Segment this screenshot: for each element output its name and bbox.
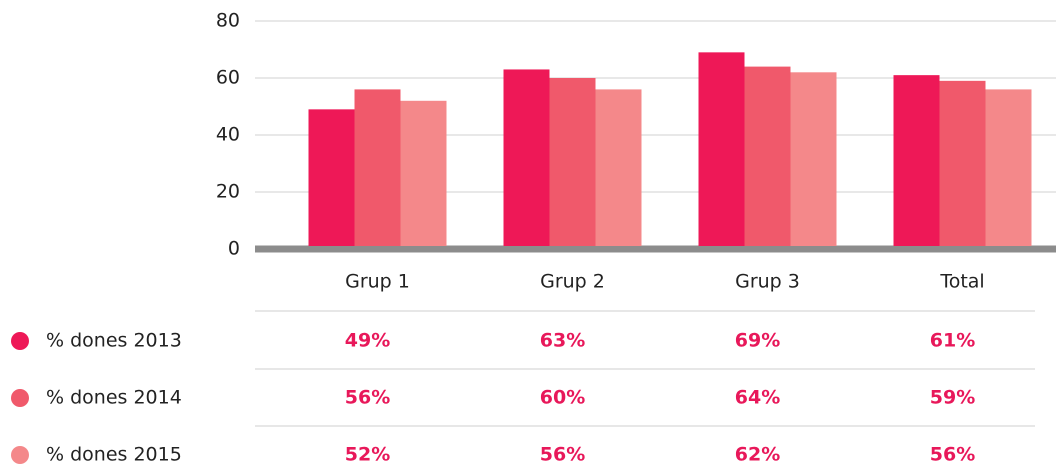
value-label: 59% [930,387,975,409]
y-tick-label: 20 [216,181,240,203]
legend-marker [11,332,29,350]
legend-marker [11,446,29,464]
bar [744,66,791,246]
value-label: 56% [345,387,390,409]
bar [308,109,355,246]
value-label: 62% [735,444,780,466]
y-tick-label: 0 [228,238,240,260]
legend-label: % dones 2014 [46,387,182,409]
value-label: 64% [735,387,780,409]
y-tick-label: 60 [216,67,240,89]
value-label: 63% [540,330,585,352]
legend-label: % dones 2013 [46,330,182,352]
bar [400,100,447,246]
bar [354,89,401,247]
x-tick-label: Grup 1 [345,271,410,293]
value-label: 49% [345,330,390,352]
value-label: 60% [540,387,585,409]
value-label: 52% [345,444,390,466]
x-tick-label: Total [939,271,984,293]
legend-marker [11,389,29,407]
x-tick-label: Grup 3 [735,271,800,293]
value-label: 61% [930,330,975,352]
value-label: 56% [540,444,585,466]
legend-label: % dones 2015 [46,444,182,466]
bar [595,89,642,247]
value-label: 69% [735,330,780,352]
bar [503,69,550,246]
y-tick-label: 40 [216,124,240,146]
bar [985,89,1032,247]
bar [549,78,596,246]
bar [939,80,986,246]
bar [893,75,940,247]
x-tick-label: Grup 2 [540,271,605,293]
bar [698,52,745,246]
y-tick-label: 80 [216,10,240,32]
bar [790,72,837,246]
value-label: 56% [930,444,975,466]
